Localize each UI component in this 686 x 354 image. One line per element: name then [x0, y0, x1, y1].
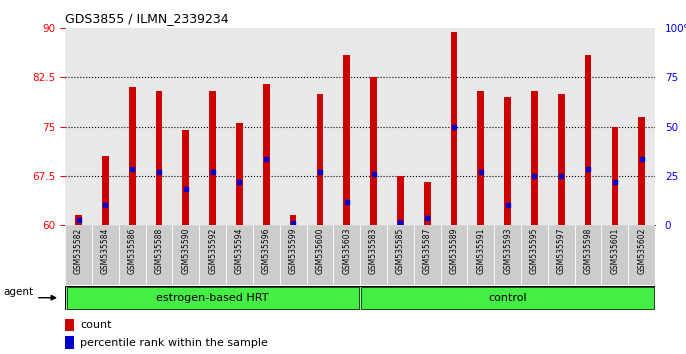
Bar	[145, 225, 172, 285]
Bar	[548, 225, 575, 285]
Bar	[504, 97, 511, 225]
Text: GSM535582: GSM535582	[74, 228, 83, 274]
Bar	[92, 225, 119, 285]
Text: percentile rank within the sample: percentile rank within the sample	[80, 338, 268, 348]
Bar	[424, 182, 431, 225]
Text: GSM535588: GSM535588	[154, 228, 163, 274]
Bar	[263, 84, 270, 225]
Bar	[611, 127, 618, 225]
Text: GSM535586: GSM535586	[128, 228, 137, 274]
Text: GSM535597: GSM535597	[557, 228, 566, 274]
Bar	[67, 287, 359, 309]
Bar	[65, 336, 74, 349]
Bar	[65, 225, 92, 285]
Text: GSM535591: GSM535591	[476, 228, 485, 274]
Text: GSM535603: GSM535603	[342, 228, 351, 274]
Bar	[209, 91, 216, 225]
Bar	[172, 225, 199, 285]
Text: control: control	[488, 293, 527, 303]
Text: GSM535598: GSM535598	[584, 228, 593, 274]
Text: GSM535599: GSM535599	[289, 228, 298, 274]
Text: estrogen-based HRT: estrogen-based HRT	[156, 293, 269, 303]
Text: GSM535589: GSM535589	[449, 228, 458, 274]
Bar	[280, 225, 307, 285]
Text: GSM535583: GSM535583	[369, 228, 378, 274]
Bar	[531, 91, 538, 225]
Bar	[289, 215, 296, 225]
Bar	[467, 225, 494, 285]
Bar	[440, 225, 467, 285]
Bar	[333, 225, 360, 285]
Bar	[451, 32, 458, 225]
Bar	[199, 225, 226, 285]
Bar	[65, 319, 74, 331]
Text: GSM535602: GSM535602	[637, 228, 646, 274]
Bar	[575, 225, 602, 285]
Bar	[602, 225, 628, 285]
Bar	[129, 87, 136, 225]
Text: GSM535590: GSM535590	[181, 228, 190, 274]
Bar	[119, 225, 145, 285]
Bar	[584, 55, 591, 225]
Bar	[628, 225, 655, 285]
Bar	[387, 225, 414, 285]
Text: agent: agent	[3, 287, 34, 297]
Bar	[236, 123, 243, 225]
Bar	[639, 117, 645, 225]
Bar	[362, 287, 654, 309]
Text: GSM535593: GSM535593	[503, 228, 512, 274]
Text: GSM535594: GSM535594	[235, 228, 244, 274]
Bar	[226, 225, 253, 285]
Bar	[75, 215, 82, 225]
Bar	[370, 78, 377, 225]
Text: count: count	[80, 320, 111, 330]
Text: GSM535596: GSM535596	[262, 228, 271, 274]
Bar	[102, 156, 109, 225]
Text: GSM535592: GSM535592	[208, 228, 217, 274]
Bar	[494, 225, 521, 285]
Text: GDS3855 / ILMN_2339234: GDS3855 / ILMN_2339234	[65, 12, 229, 25]
Bar	[360, 225, 387, 285]
Bar	[521, 225, 548, 285]
Bar	[558, 94, 565, 225]
Text: GSM535600: GSM535600	[316, 228, 324, 274]
Bar	[156, 91, 163, 225]
Text: GSM535584: GSM535584	[101, 228, 110, 274]
Text: GSM535585: GSM535585	[396, 228, 405, 274]
Text: GSM535587: GSM535587	[423, 228, 431, 274]
Bar	[316, 94, 323, 225]
Bar	[182, 130, 189, 225]
Text: GSM535595: GSM535595	[530, 228, 539, 274]
Bar	[414, 225, 440, 285]
Text: GSM535601: GSM535601	[611, 228, 619, 274]
Bar	[477, 91, 484, 225]
Bar	[307, 225, 333, 285]
Bar	[253, 225, 280, 285]
Bar	[397, 176, 404, 225]
Bar	[344, 55, 350, 225]
